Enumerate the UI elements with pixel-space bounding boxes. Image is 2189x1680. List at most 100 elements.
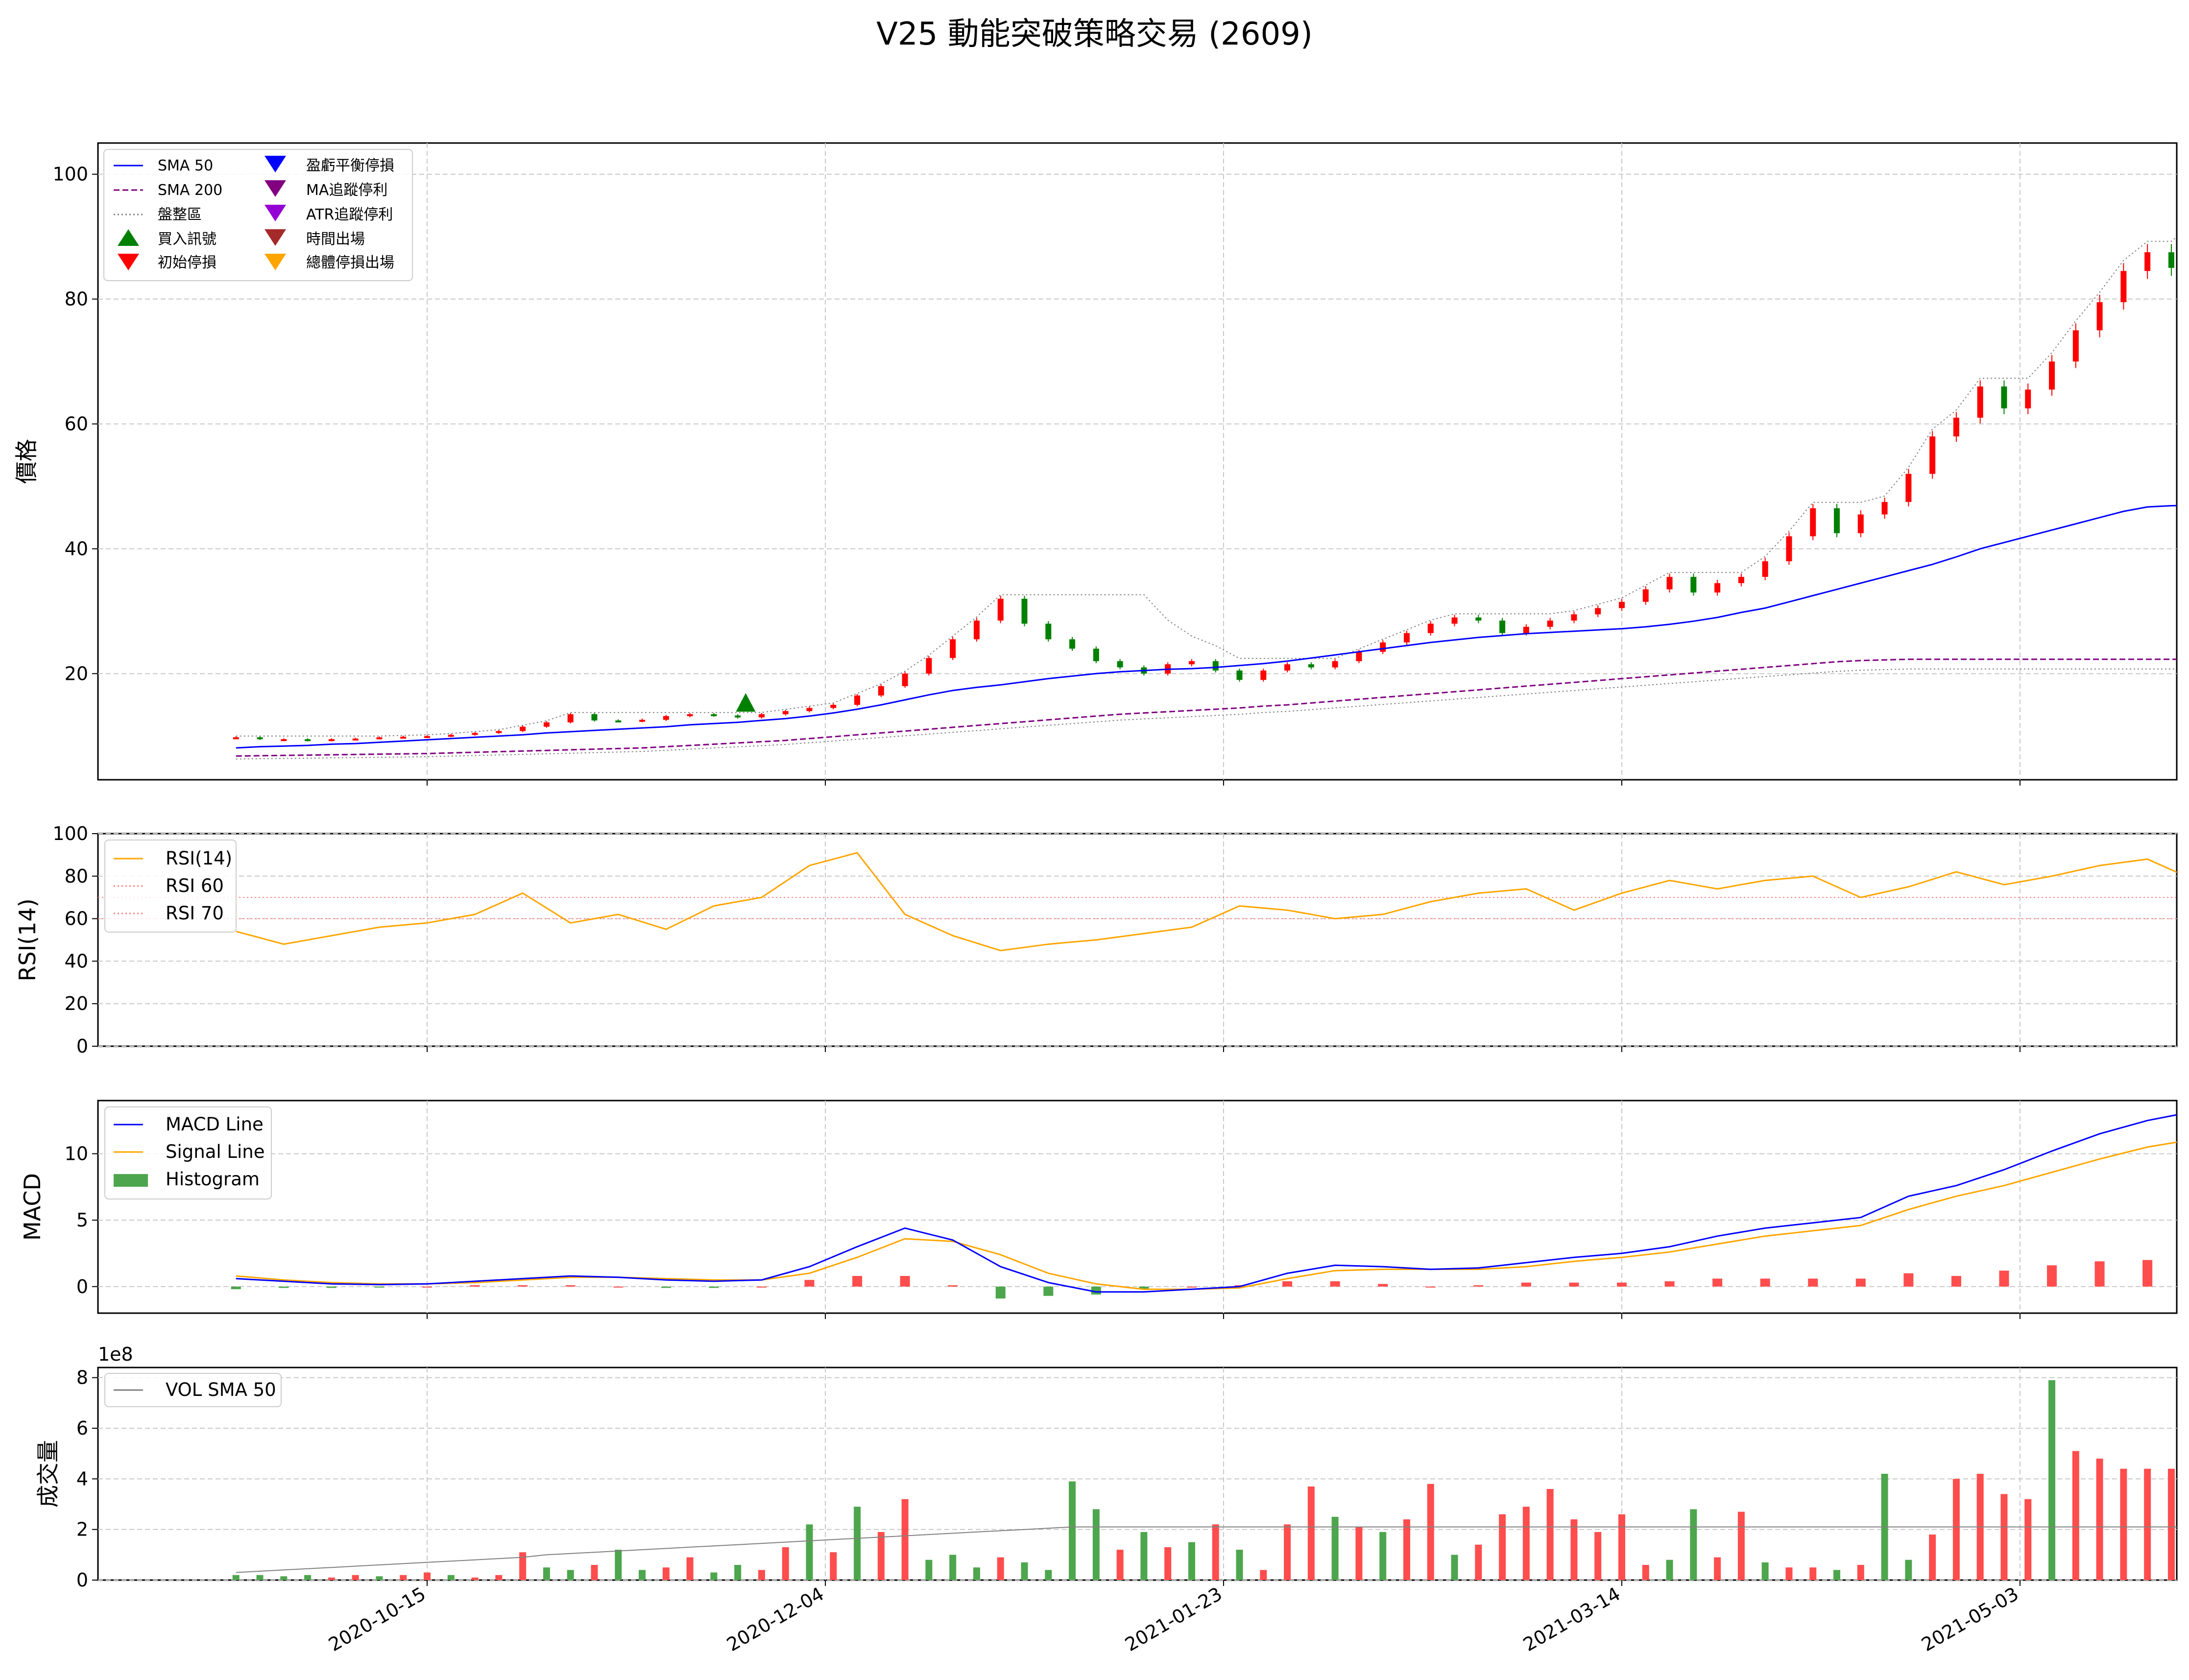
volume-bar: [1785, 1567, 1793, 1580]
candle-body: [854, 695, 861, 705]
candle-body: [1188, 661, 1195, 665]
candle-body: [711, 714, 717, 717]
legend-initial-stop: 初始停損: [158, 254, 216, 271]
y-tick-label: 40: [65, 950, 88, 972]
volume-bar: [1069, 1481, 1076, 1580]
macd-histogram-bar: [1425, 1286, 1436, 1288]
volume-bar: [1546, 1489, 1554, 1580]
volume-bar: [567, 1570, 574, 1580]
candle-body: [2144, 252, 2151, 271]
candle-body: [615, 720, 622, 722]
candle-body: [1045, 624, 1052, 640]
y-tick-label: 100: [52, 164, 88, 185]
volume-bar: [447, 1575, 455, 1580]
rsi-legend: RSI(14) RSI 60 RSI 70: [104, 840, 237, 933]
candle-body: [1786, 536, 1792, 561]
candle-body: [400, 737, 407, 739]
macd-histogram-bar: [470, 1285, 480, 1287]
initial-stop-icon: [118, 254, 139, 270]
volume-bar: [2024, 1499, 2032, 1580]
candle-body: [567, 714, 574, 722]
volume-bar: [854, 1507, 861, 1580]
candle-body: [2096, 302, 2103, 331]
sma50-line: [236, 504, 2177, 749]
macd-histogram-bar: [279, 1286, 289, 1288]
volume-bar: [1451, 1555, 1458, 1580]
volume-bar: [1499, 1514, 1506, 1580]
volume-bar: [1307, 1486, 1315, 1580]
volume-bar: [424, 1572, 431, 1580]
volume-bar: [1642, 1565, 1649, 1580]
candle-body: [735, 715, 741, 718]
candle-body: [1714, 583, 1721, 593]
candle-body: [878, 686, 884, 696]
y-tick-label: 5: [76, 1209, 88, 1231]
macd-histogram-bar: [1378, 1284, 1388, 1287]
legend-rsi70: RSI 70: [166, 903, 224, 924]
volume-bar: [400, 1575, 407, 1580]
candle-body: [1380, 642, 1386, 652]
y-tick-label: 10: [65, 1143, 88, 1165]
y-tick-label: 60: [65, 413, 88, 435]
y-tick-label: 0: [76, 1035, 88, 1057]
macd-histogram-bar: [1330, 1281, 1340, 1287]
candle-body: [496, 731, 502, 733]
chart-title: V25 動能突破策略交易 (2609): [876, 16, 1313, 52]
macd-histogram-bar: [374, 1286, 385, 1288]
macd-histogram-bar: [1569, 1282, 1579, 1287]
macd-histogram-bar: [2142, 1260, 2153, 1287]
volume-bar: [639, 1570, 646, 1580]
sma200-line: [236, 658, 2177, 757]
candle-body: [926, 658, 932, 674]
volume-bar: [925, 1560, 933, 1580]
candle-body: [663, 716, 669, 720]
macd-histogram-bar: [422, 1286, 432, 1288]
volume-offset-label: 1e8: [98, 1344, 133, 1365]
x-tick-label: 2021-01-23: [1121, 1583, 1226, 1656]
macd-histogram-bar: [1664, 1281, 1675, 1287]
volume-bar: [1570, 1519, 1578, 1580]
rsi-line: [236, 852, 2177, 952]
macd-signal-line: [236, 1141, 2177, 1290]
buy-signal-marker: [736, 693, 756, 712]
volume-bar: [471, 1577, 479, 1580]
macd-histogram-bar: [2047, 1265, 2057, 1287]
candle-body: [2072, 330, 2079, 362]
volume-bar: [1427, 1484, 1434, 1580]
volume-bar: [806, 1524, 813, 1580]
legend-consolidation: 盤整區: [158, 206, 202, 223]
candle-body: [281, 739, 287, 742]
volume-bar: [686, 1557, 694, 1580]
macd-histogram-bar: [1617, 1282, 1627, 1287]
legend-ma-trailing: MA追蹤停利: [306, 182, 387, 199]
y-tick-label: 6: [76, 1417, 88, 1439]
y-tick-label: 8: [76, 1367, 88, 1389]
legend-total-stop: 總體停損出場: [306, 254, 394, 271]
volume-bar: [1379, 1532, 1387, 1580]
legend-vol-sma: VOL SMA 50: [166, 1379, 276, 1400]
candle-body: [1690, 576, 1697, 593]
price-y-axis-label: 價格: [13, 439, 40, 484]
candle-body: [1523, 626, 1529, 633]
candle-body: [806, 708, 813, 711]
volume-bar: [1331, 1516, 1339, 1580]
candle-body: [902, 673, 908, 686]
legend-sma200: SMA 200: [158, 182, 222, 199]
volume-bar: [1403, 1519, 1410, 1580]
volume-bar: [1284, 1524, 1291, 1580]
volume-bar: [1092, 1509, 1100, 1580]
atr-trailing-icon: [265, 205, 286, 221]
volume-bar: [1857, 1565, 1864, 1580]
candle-body: [1499, 621, 1506, 633]
macd-histogram-bar: [326, 1286, 337, 1288]
volume-bar: [1140, 1532, 1148, 1580]
candle-body: [997, 599, 1004, 621]
volume-bar: [1618, 1514, 1625, 1580]
volume-bar: [2096, 1459, 2103, 1580]
legend-buy-signal: 買入訊號: [158, 231, 216, 248]
candle-body: [376, 737, 383, 740]
volume-bar: [758, 1570, 765, 1580]
macd-histogram-bar: [1903, 1273, 1914, 1287]
macd-histogram-bar: [613, 1286, 624, 1288]
